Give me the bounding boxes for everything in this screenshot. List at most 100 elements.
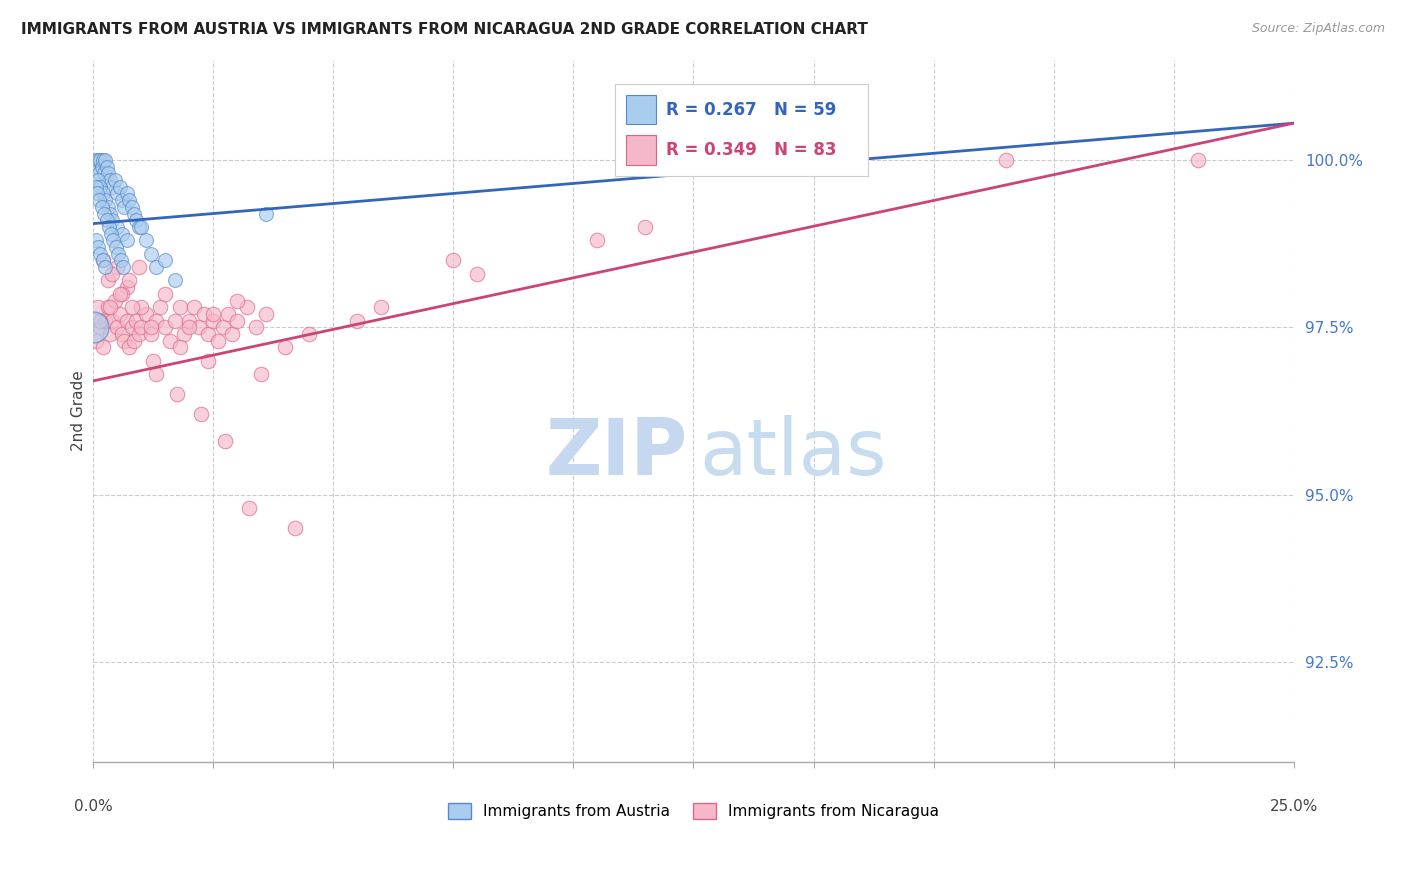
Point (91, 253, 114, 268)
Point (129, 320, 152, 334)
Point (87, 173, 110, 187)
Point (221, 326, 243, 341)
Y-axis label: 2nd Grade: 2nd Grade (72, 371, 86, 451)
Point (111, 260, 134, 274)
Point (87, 193, 110, 207)
Point (101, 313, 124, 327)
Point (346, 313, 368, 327)
Point (197, 354, 219, 368)
Point (94, 193, 117, 207)
Point (98, 326, 121, 341)
Point (97, 166, 120, 180)
Point (238, 501, 260, 516)
Point (90, 160, 112, 174)
Text: ZIP: ZIP (546, 415, 688, 491)
Point (193, 307, 215, 321)
Point (155, 320, 177, 334)
Point (187, 320, 209, 334)
Point (125, 213, 148, 227)
Text: IMMIGRANTS FROM AUSTRIA VS IMMIGRANTS FROM NICARAGUA 2ND GRADE CORRELATION CHART: IMMIGRANTS FROM AUSTRIA VS IMMIGRANTS FR… (21, 22, 868, 37)
Point (226, 293, 249, 308)
Point (93, 206, 115, 220)
Point (97, 300, 120, 314)
Point (226, 313, 249, 327)
Point (128, 326, 150, 341)
Point (84, 233, 107, 247)
Point (118, 273, 141, 287)
Point (128, 260, 150, 274)
Point (111, 286, 134, 301)
Point (97, 219, 120, 234)
Point (84, 334, 107, 348)
Point (202, 307, 225, 321)
Point (111, 227, 134, 241)
Point (155, 253, 177, 268)
Point (245, 320, 267, 334)
Point (110, 253, 132, 268)
Point (94, 260, 117, 274)
Point (93, 166, 115, 180)
Point (284, 521, 307, 535)
Point (105, 260, 128, 274)
Point (254, 206, 277, 220)
Point (145, 260, 167, 274)
Text: Source: ZipAtlas.com: Source: ZipAtlas.com (1251, 22, 1385, 36)
Point (169, 300, 191, 314)
Point (145, 313, 167, 327)
Point (125, 313, 148, 327)
Point (217, 307, 239, 321)
Point (1187, 153, 1209, 167)
Point (100, 227, 122, 241)
Point (139, 246, 162, 260)
Point (149, 300, 172, 314)
Point (236, 300, 259, 314)
Point (105, 320, 128, 334)
Point (103, 233, 125, 247)
Point (91, 153, 114, 167)
Point (274, 340, 297, 354)
Point (179, 320, 201, 334)
Point (298, 326, 321, 341)
Point (101, 179, 124, 194)
Point (90, 200, 112, 214)
Point (105, 240, 128, 254)
Point (98, 300, 121, 314)
Point (89, 246, 111, 260)
Point (190, 408, 212, 422)
Point (118, 193, 141, 207)
Point (96, 213, 118, 227)
Legend: Immigrants from Austria, Immigrants from Nicaragua: Immigrants from Austria, Immigrants from… (441, 797, 945, 825)
Point (101, 213, 124, 227)
Point (105, 219, 128, 234)
Point (135, 233, 157, 247)
Point (115, 313, 138, 327)
Point (94, 153, 117, 167)
Point (129, 219, 152, 234)
Point (121, 200, 143, 214)
Point (86, 160, 108, 174)
Point (634, 219, 657, 234)
Point (108, 307, 131, 321)
Point (104, 173, 127, 187)
Point (754, 153, 776, 167)
Point (115, 186, 138, 201)
Point (183, 300, 205, 314)
Point (91, 253, 114, 268)
Point (115, 280, 138, 294)
Point (207, 334, 229, 348)
Point (96, 160, 118, 174)
Point (91, 340, 114, 354)
Point (159, 334, 181, 348)
Point (155, 286, 177, 301)
Point (139, 320, 162, 334)
Text: 25.0%: 25.0% (1270, 799, 1317, 814)
Point (128, 219, 150, 234)
Point (87, 240, 110, 254)
Point (211, 320, 233, 334)
Point (97, 200, 120, 214)
Point (111, 193, 134, 207)
Point (122, 334, 145, 348)
Point (122, 206, 145, 220)
Point (166, 387, 188, 401)
Point (108, 179, 131, 194)
